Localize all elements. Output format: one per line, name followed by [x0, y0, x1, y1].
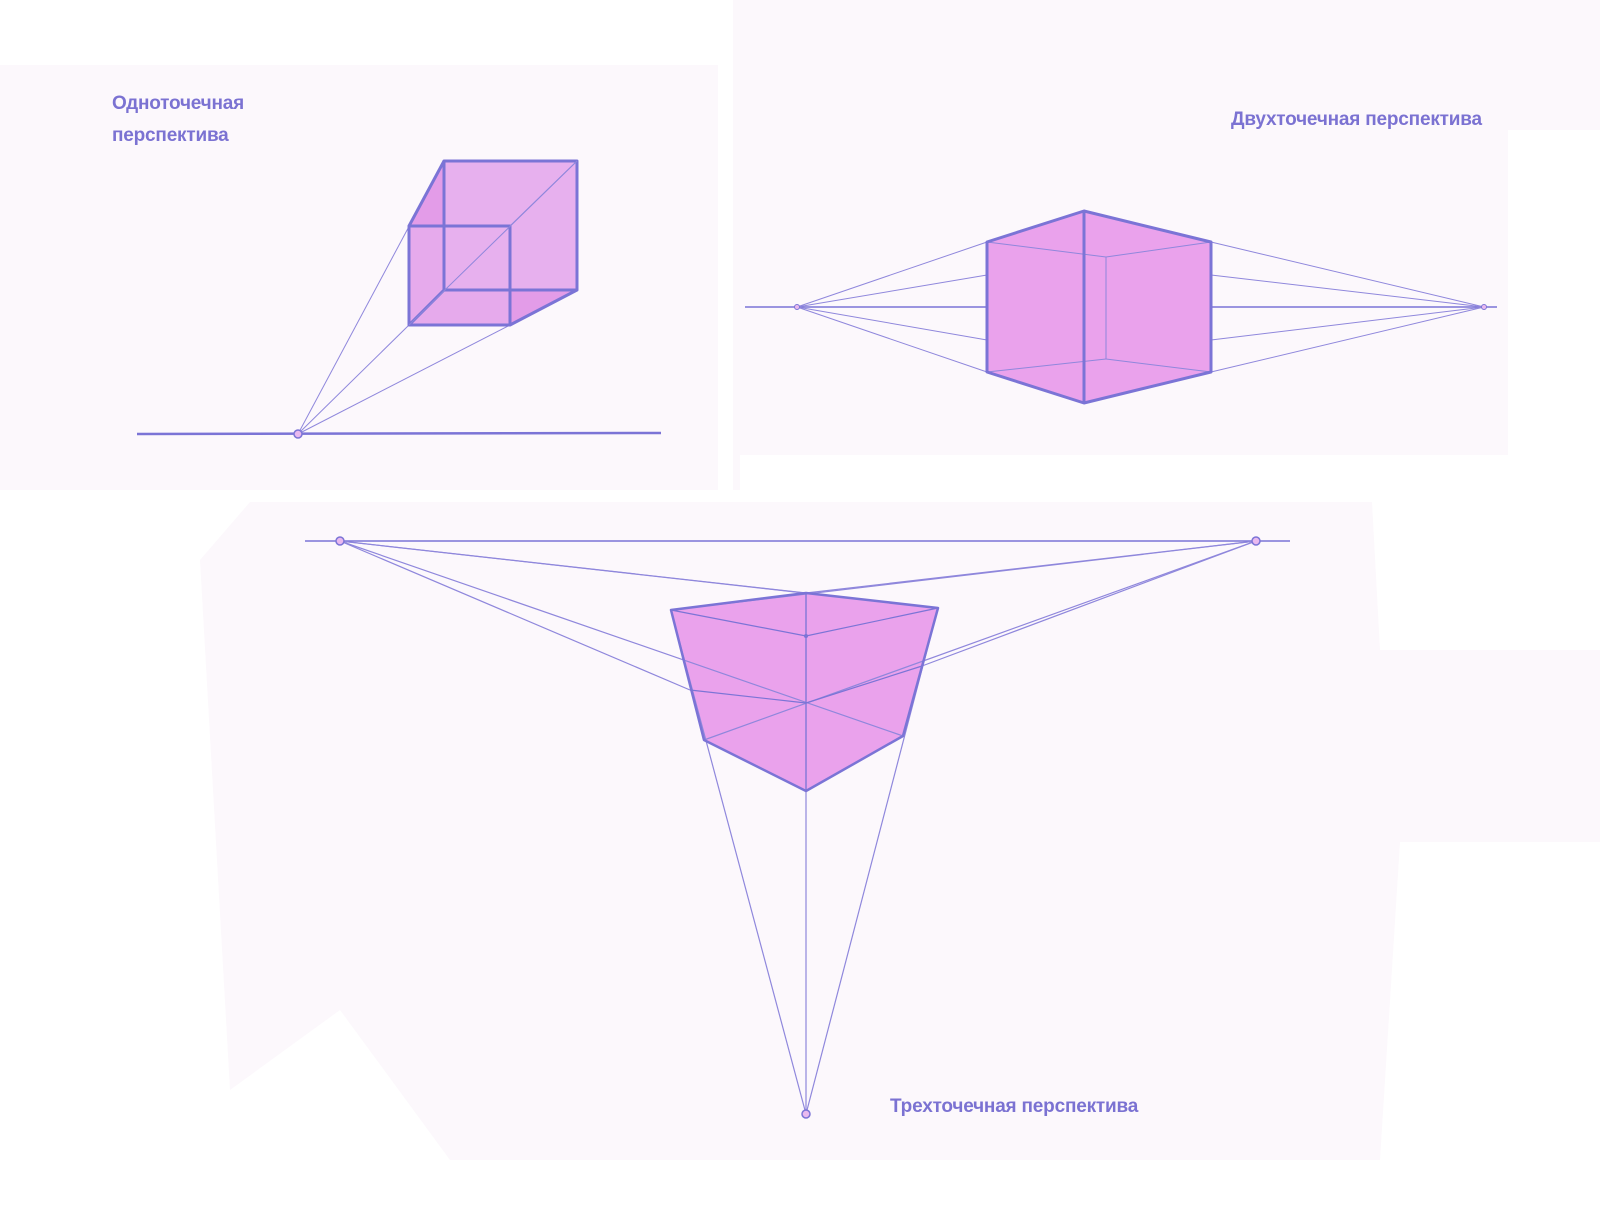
hidden-edge	[986, 358, 1107, 373]
hidden-edge	[1105, 358, 1212, 373]
convergence-line	[297, 324, 511, 435]
inner-edge	[805, 665, 923, 704]
panel-one-point	[0, 65, 718, 490]
cube-edge-thin	[509, 160, 578, 227]
vanishing-point-bottom	[801, 1109, 811, 1119]
hidden-edge	[1105, 241, 1212, 258]
inner-edge	[805, 607, 939, 637]
two-point-perspective	[745, 209, 1497, 405]
cube-point	[804, 634, 808, 638]
one-point-perspective	[136, 159, 662, 439]
horizon-line	[136, 431, 662, 436]
vanishing-point	[293, 429, 303, 439]
one-point-label: Одноточечная перспектива	[112, 93, 245, 146]
background-panels	[0, 0, 1600, 1160]
cube-left-face	[987, 211, 1084, 403]
vanishing-point-left	[335, 536, 345, 546]
cube-edge	[407, 160, 446, 227]
hidden-edge	[986, 241, 1107, 258]
convergence-lines	[796, 241, 1485, 373]
two-point-label: Двухточечная перспектива	[1231, 109, 1482, 130]
cube-right-face	[1084, 211, 1211, 403]
vanishing-point-right	[1251, 536, 1261, 546]
inner-edge	[689, 689, 807, 704]
three-point-label: Трехточечная перспектива	[890, 1096, 1139, 1117]
convergence-line	[297, 324, 410, 435]
vanishing-point-right	[1481, 304, 1487, 310]
cube-edge	[509, 288, 578, 327]
panel-three-point	[200, 502, 1600, 1160]
inner-edge	[670, 609, 807, 637]
three-point-perspective	[305, 536, 1290, 1119]
cube-front-edges	[407, 224, 512, 327]
cube-outline	[669, 591, 940, 793]
cube-body	[671, 593, 938, 791]
vanishing-point-left	[794, 304, 800, 310]
